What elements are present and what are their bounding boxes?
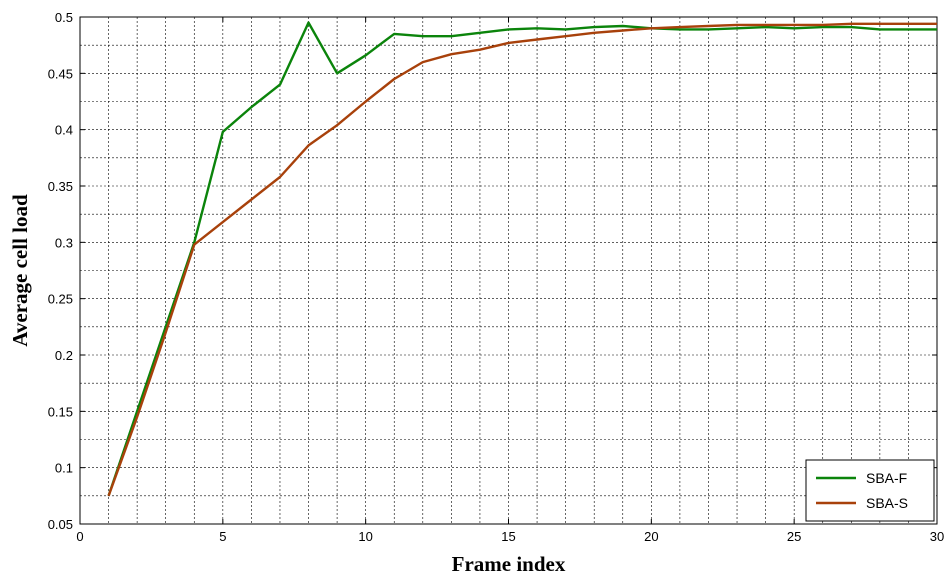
legend-label-2: SBA-S — [866, 495, 908, 511]
y-tick-label: 0.45 — [48, 66, 73, 81]
x-tick-label: 25 — [787, 529, 801, 544]
series-line-1 — [107, 21, 937, 497]
grid — [80, 17, 937, 524]
series-line-2 — [107, 22, 937, 497]
y-tick-label: 0.3 — [55, 235, 73, 250]
x-tick-label: 0 — [76, 529, 83, 544]
y-tick-label: 0.25 — [48, 292, 73, 307]
y-axis-title: Average cell load — [8, 194, 32, 347]
legend: SBA-F SBA-S — [805, 459, 935, 522]
y-tick-label: 0.5 — [55, 10, 73, 25]
series-lines — [107, 21, 937, 497]
axis-ticks: 0 5 10 15 20 25 30 0.05 0.1 0.15 0.2 0.25 0.3 0.35 0.4… — [48, 10, 945, 544]
x-tick-label: 10 — [358, 529, 372, 544]
x-tick-label: 15 — [501, 529, 515, 544]
legend-label-1: SBA-F — [866, 470, 907, 486]
x-tick-label: 30 — [930, 529, 944, 544]
y-tick-label: 0.35 — [48, 179, 73, 194]
legend-box — [805, 459, 935, 522]
y-tick-label: 0.15 — [48, 404, 73, 419]
x-axis-title: Frame index — [452, 552, 566, 574]
x-tick-label: 20 — [644, 529, 658, 544]
x-tick-label: 5 — [219, 529, 226, 544]
y-tick-label: 0.1 — [55, 461, 73, 476]
y-tick-label: 0.2 — [55, 348, 73, 363]
y-tick-label: 0.05 — [48, 517, 73, 532]
y-tick-label: 0.4 — [55, 123, 73, 138]
